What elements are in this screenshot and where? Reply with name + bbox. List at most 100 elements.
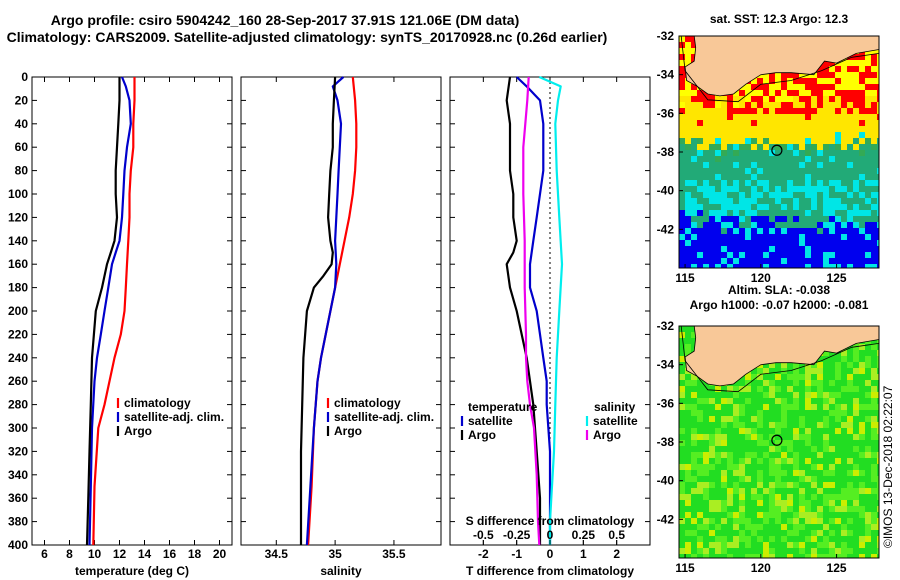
map-cell [811,518,817,524]
map-cell [715,542,721,548]
map-cell [703,258,709,264]
map-cell [679,386,685,392]
map-cell [847,174,853,180]
map-cell [769,252,775,258]
map-cell [763,374,769,380]
map-cell [733,108,739,114]
map-cell [727,216,733,222]
map-cell [781,186,787,192]
map-cell [751,434,757,440]
map-cell [685,198,691,204]
map-cell [841,386,847,392]
map-cell [781,416,787,422]
map-cell [709,404,715,410]
map-cell [805,488,811,494]
map-cell [697,500,703,506]
map-cell [853,518,859,524]
map-cell [787,72,793,78]
map-cell [835,362,841,368]
map-cell [871,506,877,512]
map-cell [769,494,775,500]
map-cell [799,264,805,268]
map-cell [763,180,769,186]
map-cell [739,380,745,386]
map-cell [775,222,781,228]
map-cell [829,536,835,542]
map-cell [685,410,691,416]
map-cell [859,264,865,268]
map-cell [751,114,757,120]
map-cell [793,156,799,162]
map-cell [679,78,685,84]
map-cell [739,192,745,198]
map-cell [805,458,811,464]
map-cell [865,518,871,524]
map-cell [757,90,763,96]
map-cell [805,380,811,386]
map-cell [829,228,835,234]
map-cell [751,240,757,246]
map-cell [841,264,847,268]
map-cell [703,422,709,428]
map-cell [775,72,781,78]
map-cell [769,506,775,512]
map-cell [679,114,685,120]
map-cell [859,428,865,434]
map-cell [829,180,835,186]
map-cell [871,204,877,210]
map-cell [685,84,691,90]
map-cell [703,446,709,452]
map-cell [727,264,733,268]
map-cell [859,530,865,536]
map-cell [799,78,805,84]
map-cell [775,264,781,268]
map-cell [733,198,739,204]
series-argo [299,76,337,545]
map-cell [691,476,697,482]
map-cell [715,386,721,392]
map-cell [763,138,769,144]
map-cell [841,422,847,428]
map-cell [721,416,727,422]
map-cell [757,240,763,246]
map-cell [715,204,721,210]
map-cell [751,554,757,558]
map-cell [871,210,877,216]
map-cell [757,186,763,192]
legend-label: satellite [468,414,513,428]
map-cell [721,410,727,416]
map-cell [757,434,763,440]
map-cell [709,500,715,506]
map-cell [823,204,829,210]
map-cell [787,132,793,138]
map-cell [679,524,685,530]
map-cell [835,440,841,446]
map-cell [763,264,769,268]
map-cell [871,428,877,434]
map-cell [685,120,691,126]
map-cell [733,222,739,228]
map-cell [781,410,787,416]
map-cell [847,246,853,252]
map-cell [841,374,847,380]
map-cell [817,102,823,108]
map-cell [739,464,745,470]
map-cell [805,264,811,268]
map-cell [721,488,727,494]
map-cell [751,422,757,428]
map-cell [817,500,823,506]
map-cell [823,482,829,488]
map-cell [715,416,721,422]
map-cell [781,210,787,216]
map-cell [871,102,877,108]
map-cell [811,132,817,138]
map-cell [859,488,865,494]
map-cell [745,102,751,108]
map-cell [805,434,811,440]
map-cell [829,120,835,126]
map-cell [745,258,751,264]
map-cell [775,108,781,114]
map-cell [787,452,793,458]
map-cell [685,458,691,464]
map-cell [781,180,787,186]
